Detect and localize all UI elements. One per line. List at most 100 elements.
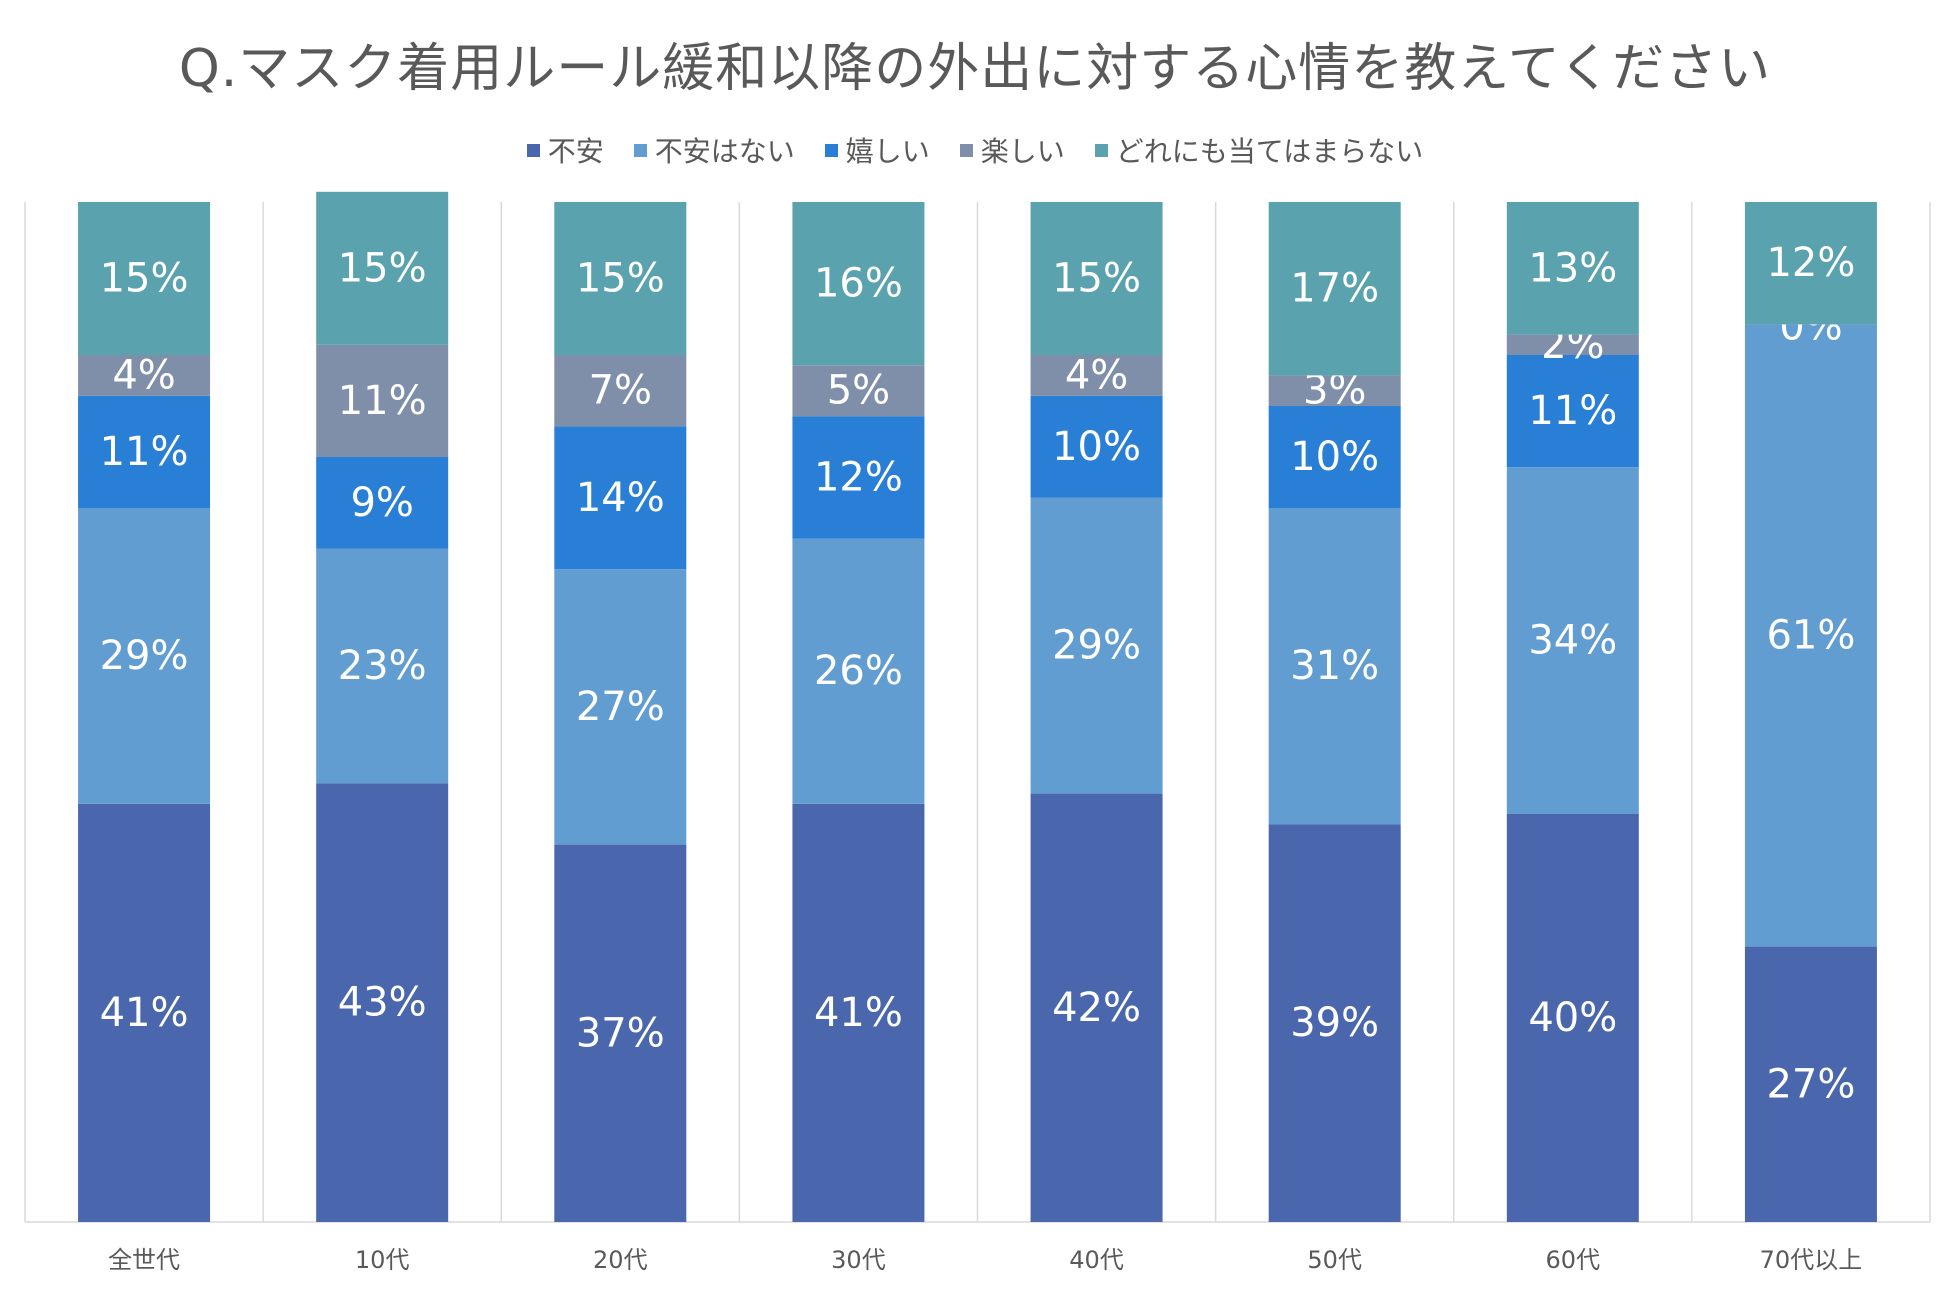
category-label: 70代以上 bbox=[1760, 1246, 1863, 1274]
category-label: 全世代 bbox=[108, 1246, 180, 1274]
data-label: 42% bbox=[1052, 985, 1141, 1031]
legend-label: どれにも当てはまらない bbox=[1115, 135, 1424, 168]
bar-segment bbox=[78, 355, 211, 396]
category-label: 60代 bbox=[1546, 1246, 1601, 1274]
bar-segment bbox=[316, 457, 449, 549]
bar-segment bbox=[1506, 467, 1639, 814]
data-label: 7% bbox=[589, 368, 652, 414]
bar-segment bbox=[554, 844, 687, 1222]
data-label: 12% bbox=[1766, 240, 1855, 286]
data-label: 15% bbox=[338, 245, 427, 291]
data-label: 5% bbox=[827, 368, 890, 414]
bar-segment bbox=[1268, 824, 1401, 1222]
data-label: 15% bbox=[576, 256, 665, 302]
data-label: 10% bbox=[1052, 424, 1141, 470]
bar-segment bbox=[792, 416, 925, 539]
bar-segment bbox=[1268, 406, 1401, 508]
legend: 不安 不安はない 嬉しい 楽しい どれにも当てはまらない bbox=[0, 130, 1950, 170]
data-label: 23% bbox=[338, 643, 427, 689]
legend-item: 不安 bbox=[526, 130, 604, 170]
bar-segment bbox=[1506, 202, 1639, 335]
data-label: 61% bbox=[1766, 613, 1855, 659]
bar-segment bbox=[1506, 355, 1639, 468]
legend-swatch bbox=[824, 143, 838, 157]
data-label: 41% bbox=[100, 990, 189, 1036]
data-label: 14% bbox=[576, 475, 665, 521]
legend-swatch bbox=[959, 143, 973, 157]
bar-segment bbox=[792, 538, 925, 804]
bar-segment bbox=[1268, 202, 1401, 376]
bar-segment bbox=[792, 202, 925, 366]
data-label: 12% bbox=[814, 454, 903, 500]
legend-item: 不安はない bbox=[633, 130, 795, 170]
bar-segment bbox=[1744, 324, 1877, 947]
legend-label: 不安はない bbox=[654, 135, 795, 168]
category-label: 50代 bbox=[1307, 1246, 1362, 1274]
data-label: 26% bbox=[814, 648, 903, 694]
data-label: 27% bbox=[576, 684, 665, 730]
bar-segment bbox=[78, 395, 211, 508]
category-label: 10代 bbox=[355, 1246, 410, 1274]
data-label: 10% bbox=[1290, 434, 1379, 480]
data-label: 17% bbox=[1290, 266, 1379, 312]
data-label: 43% bbox=[338, 980, 427, 1026]
bar-segment bbox=[554, 569, 687, 845]
bar-segment bbox=[1030, 355, 1163, 396]
data-label: 41% bbox=[814, 990, 903, 1036]
bar-segment bbox=[1030, 793, 1163, 1222]
data-label: 13% bbox=[1528, 245, 1617, 291]
bar-segment bbox=[78, 202, 211, 355]
legend-item: 楽しい bbox=[959, 130, 1065, 170]
data-label: 11% bbox=[338, 378, 427, 424]
data-label: 29% bbox=[100, 633, 189, 679]
data-label: 31% bbox=[1290, 643, 1379, 689]
bar-segment bbox=[78, 508, 211, 804]
category-label: 40代 bbox=[1069, 1246, 1124, 1274]
category-label: 30代 bbox=[831, 1246, 886, 1274]
bar-segment bbox=[316, 344, 449, 457]
legend-item: どれにも当てはまらない bbox=[1094, 130, 1424, 170]
bar-segment bbox=[1030, 395, 1163, 498]
bar-segment bbox=[792, 803, 925, 1222]
bar-segment bbox=[1030, 202, 1163, 355]
bar-segment bbox=[792, 365, 925, 417]
bar-segment bbox=[1030, 497, 1163, 794]
data-label: 11% bbox=[100, 429, 189, 475]
data-label: 4% bbox=[1065, 352, 1128, 398]
bar-segment bbox=[78, 803, 211, 1222]
data-label: 34% bbox=[1528, 618, 1617, 664]
data-label: 11% bbox=[1528, 388, 1617, 434]
data-label: 15% bbox=[1052, 256, 1141, 302]
legend-swatch bbox=[1094, 143, 1108, 157]
data-label: 29% bbox=[1052, 623, 1141, 669]
bar-segment bbox=[1744, 946, 1877, 1222]
chart-title: Q.マスク着用ルール緩和以降の外出に対する心情を教えてください bbox=[178, 39, 1772, 99]
bar-segment bbox=[554, 355, 687, 427]
bar-segment bbox=[316, 783, 449, 1222]
legend-label: 不安 bbox=[547, 135, 604, 168]
data-label: 4% bbox=[112, 352, 175, 398]
data-label: 9% bbox=[350, 480, 413, 526]
legend-swatch bbox=[526, 143, 540, 157]
category-label: 20代 bbox=[593, 1246, 648, 1274]
bar-segment bbox=[554, 202, 687, 355]
legend-item: 嬉しい bbox=[824, 130, 930, 170]
data-label: 39% bbox=[1290, 1000, 1379, 1046]
bar-segment bbox=[316, 548, 449, 784]
bar-segment bbox=[1268, 508, 1401, 825]
bar-segment bbox=[1268, 375, 1401, 406]
legend-swatch bbox=[633, 143, 647, 157]
bar-segment bbox=[554, 426, 687, 570]
bar-segment bbox=[1506, 814, 1639, 1222]
legend-label: 楽しい bbox=[980, 135, 1065, 168]
data-label: 40% bbox=[1528, 995, 1617, 1041]
data-label: 15% bbox=[100, 256, 189, 302]
bar-segment bbox=[1744, 202, 1877, 325]
legend-label: 嬉しい bbox=[845, 135, 930, 168]
data-label: 37% bbox=[576, 1010, 665, 1056]
bar-segment bbox=[1506, 334, 1639, 355]
data-label: 16% bbox=[814, 261, 903, 307]
bar-segment bbox=[316, 191, 449, 345]
